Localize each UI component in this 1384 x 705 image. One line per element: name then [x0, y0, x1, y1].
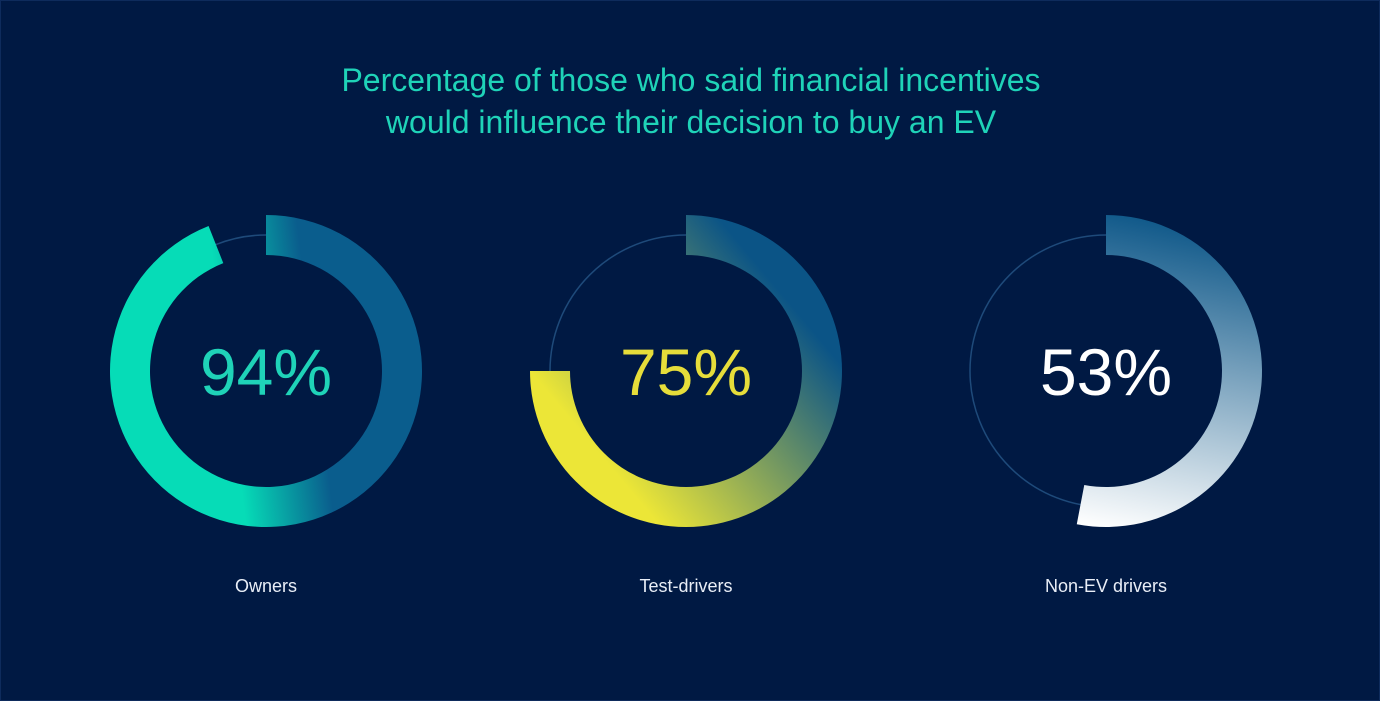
- donut-value-label-1: 94%: [200, 335, 332, 409]
- donut-value-label-2: 75%: [620, 335, 752, 409]
- donut-category-label-3: Non-EV drivers: [1045, 576, 1167, 596]
- chart-title-line-2: would influence their decision to buy an…: [385, 104, 997, 140]
- donut-category-label-1: Owners: [235, 576, 297, 596]
- chart-title-line-1: Percentage of those who said financial i…: [341, 62, 1041, 98]
- chart-title: Percentage of those who said financial i…: [241, 59, 1141, 143]
- donut-value-label-3: 53%: [1040, 335, 1172, 409]
- donut-category-label-2: Test-drivers: [639, 576, 732, 596]
- donut-arc-3: [1076, 215, 1262, 527]
